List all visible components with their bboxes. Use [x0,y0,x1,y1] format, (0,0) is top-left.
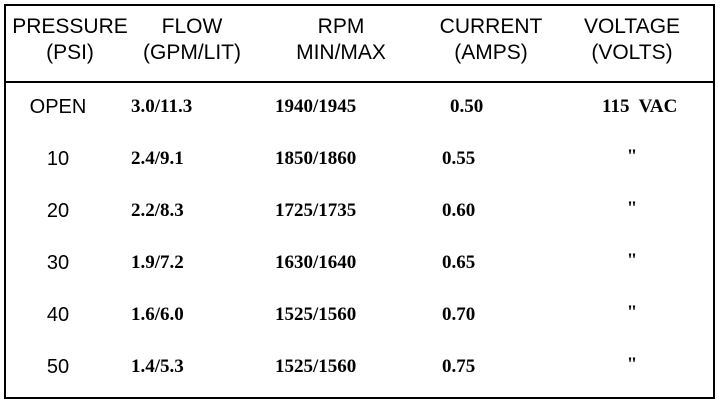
header-pressure: PRESSURE (PSI) [12,14,128,66]
header-flow-line1: FLOW [161,15,223,38]
cell-current: 0.60 [442,200,476,221]
cell-rpm: 1850/1860 [275,148,357,169]
cell-current: 0.65 [442,252,476,273]
cell-pressure: 10 [46,148,70,170]
header-current: CURRENT (AMPS) [440,14,543,66]
cell-flow: 2.4/9.1 [131,148,184,169]
cell-voltage: " [626,302,638,323]
header-flow-line2: (GPM/LIT) [143,41,241,64]
cell-rpm: 1525/1560 [275,304,357,325]
cell-voltage: " [626,354,638,375]
header-voltage: VOLTAGE (VOLTS) [584,14,680,66]
cell-voltage: " [626,146,638,167]
cell-rpm: 1525/1560 [275,356,357,377]
cell-pressure: OPEN [29,96,87,118]
cell-rpm: 1940/1945 [275,96,357,117]
header-current-line1: CURRENT [439,15,543,38]
cell-pressure: 40 [46,304,70,326]
cell-voltage: " [626,250,638,271]
cell-current: 0.55 [442,148,476,169]
header-rpm-line2: MIN/MAX [296,41,386,64]
header-divider [4,81,715,83]
cell-flow: 1.6/6.0 [131,304,184,325]
header-rpm: RPM MIN/MAX [296,14,386,66]
cell-voltage: " [626,198,638,219]
cell-voltage: 115 VAC [602,96,678,117]
cell-pressure: 30 [46,252,70,274]
cell-flow: 3.0/11.3 [131,96,193,117]
header-flow: FLOW (GPM/LIT) [143,14,241,66]
header-rpm-line1: RPM [317,15,365,38]
cell-current: 0.75 [442,356,476,377]
cell-current: 0.50 [450,96,484,117]
spec-table [4,4,715,399]
cell-pressure: 20 [46,200,70,222]
header-voltage-line1: VOLTAGE [583,15,681,38]
header-pressure-line1: PRESSURE [12,15,128,38]
cell-rpm: 1630/1640 [275,252,357,273]
cell-flow: 1.4/5.3 [131,356,184,377]
cell-pressure: 50 [46,356,70,378]
cell-flow: 2.2/8.3 [131,200,184,221]
cell-rpm: 1725/1735 [275,200,357,221]
cell-flow: 1.9/7.2 [131,252,184,273]
header-pressure-line2: (PSI) [46,41,94,64]
header-voltage-line2: (VOLTS) [591,41,673,64]
header-current-line2: (AMPS) [454,41,528,64]
cell-current: 0.70 [442,304,476,325]
